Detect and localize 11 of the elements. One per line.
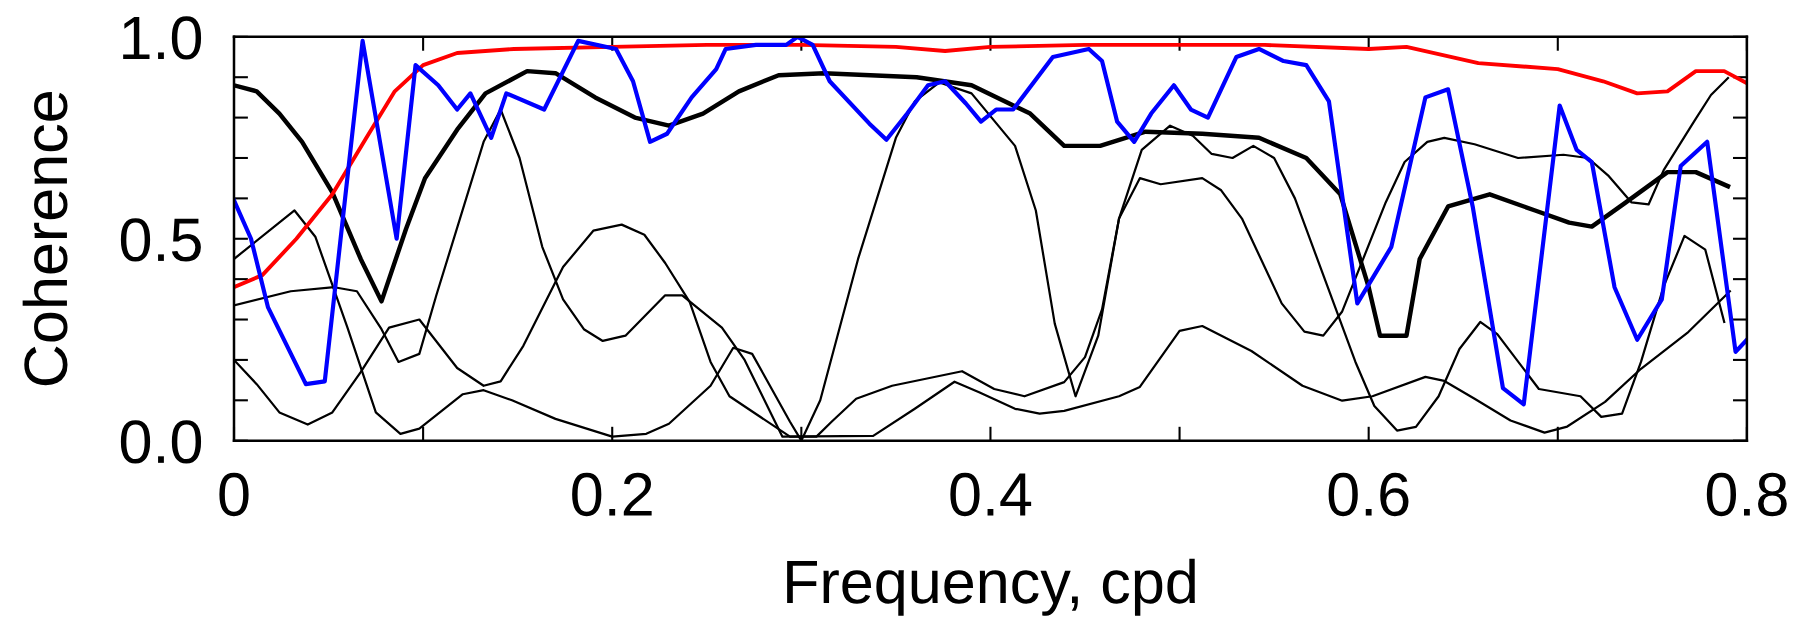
line-series xyxy=(234,42,1747,290)
y-axis-title: Coherence xyxy=(22,91,68,386)
y-tick-label: 0.5 xyxy=(120,218,201,262)
x-tick-label: 0.4 xyxy=(950,472,1032,517)
x-axis-title: Frequency, cpd xyxy=(787,558,1195,616)
y-tick-label: 1.0 xyxy=(123,16,202,60)
x-tick-label: 0.6 xyxy=(1328,472,1409,517)
x-tick-label: 0 xyxy=(219,472,249,517)
x-tick-label: 0.8 xyxy=(1706,472,1787,517)
x-tick-label: 0.2 xyxy=(572,472,652,517)
y-tick-label: 0.0 xyxy=(120,420,202,464)
